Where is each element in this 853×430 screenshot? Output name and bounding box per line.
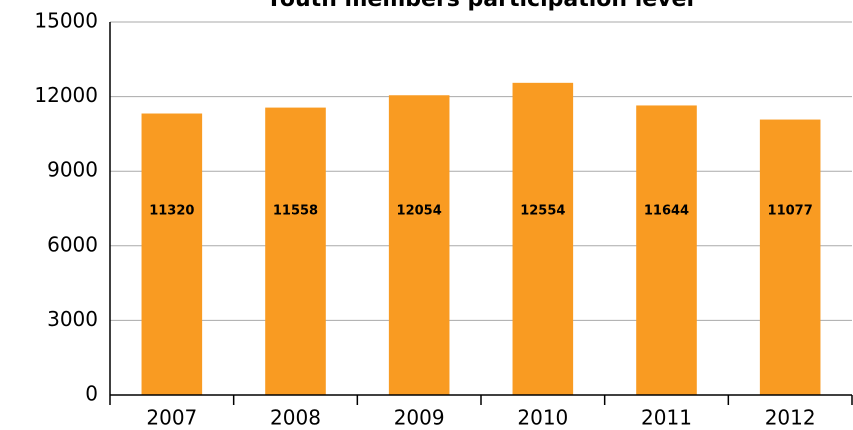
y-tick-label: 9000: [47, 158, 98, 182]
x-tick-label: 2008: [270, 406, 321, 430]
y-tick-label: 12000: [34, 83, 98, 107]
bar: [265, 107, 326, 395]
y-tick-label: 6000: [47, 232, 98, 256]
y-tick-label: 15000: [34, 9, 98, 33]
y-tick-label: 3000: [47, 307, 98, 331]
x-tick-label: 2009: [394, 406, 445, 430]
value-label: 12054: [397, 204, 442, 219]
chart-title: Youth members participation level: [265, 0, 694, 12]
x-tick-label: 2010: [517, 406, 568, 430]
value-label: 11558: [273, 204, 318, 219]
value-label: 12554: [520, 204, 565, 219]
value-label: 11320: [149, 204, 194, 219]
value-label: 11077: [768, 204, 813, 219]
x-tick-label: 2007: [146, 406, 197, 430]
value-label: 11644: [644, 204, 689, 219]
bar: [388, 95, 450, 395]
x-tick-label: 2011: [641, 406, 692, 430]
bar: [512, 82, 574, 396]
x-tick-label: 2012: [765, 406, 816, 430]
bar: [636, 105, 697, 396]
bar: [141, 113, 203, 395]
bar: [759, 119, 821, 395]
y-tick-label: 0: [85, 382, 98, 406]
